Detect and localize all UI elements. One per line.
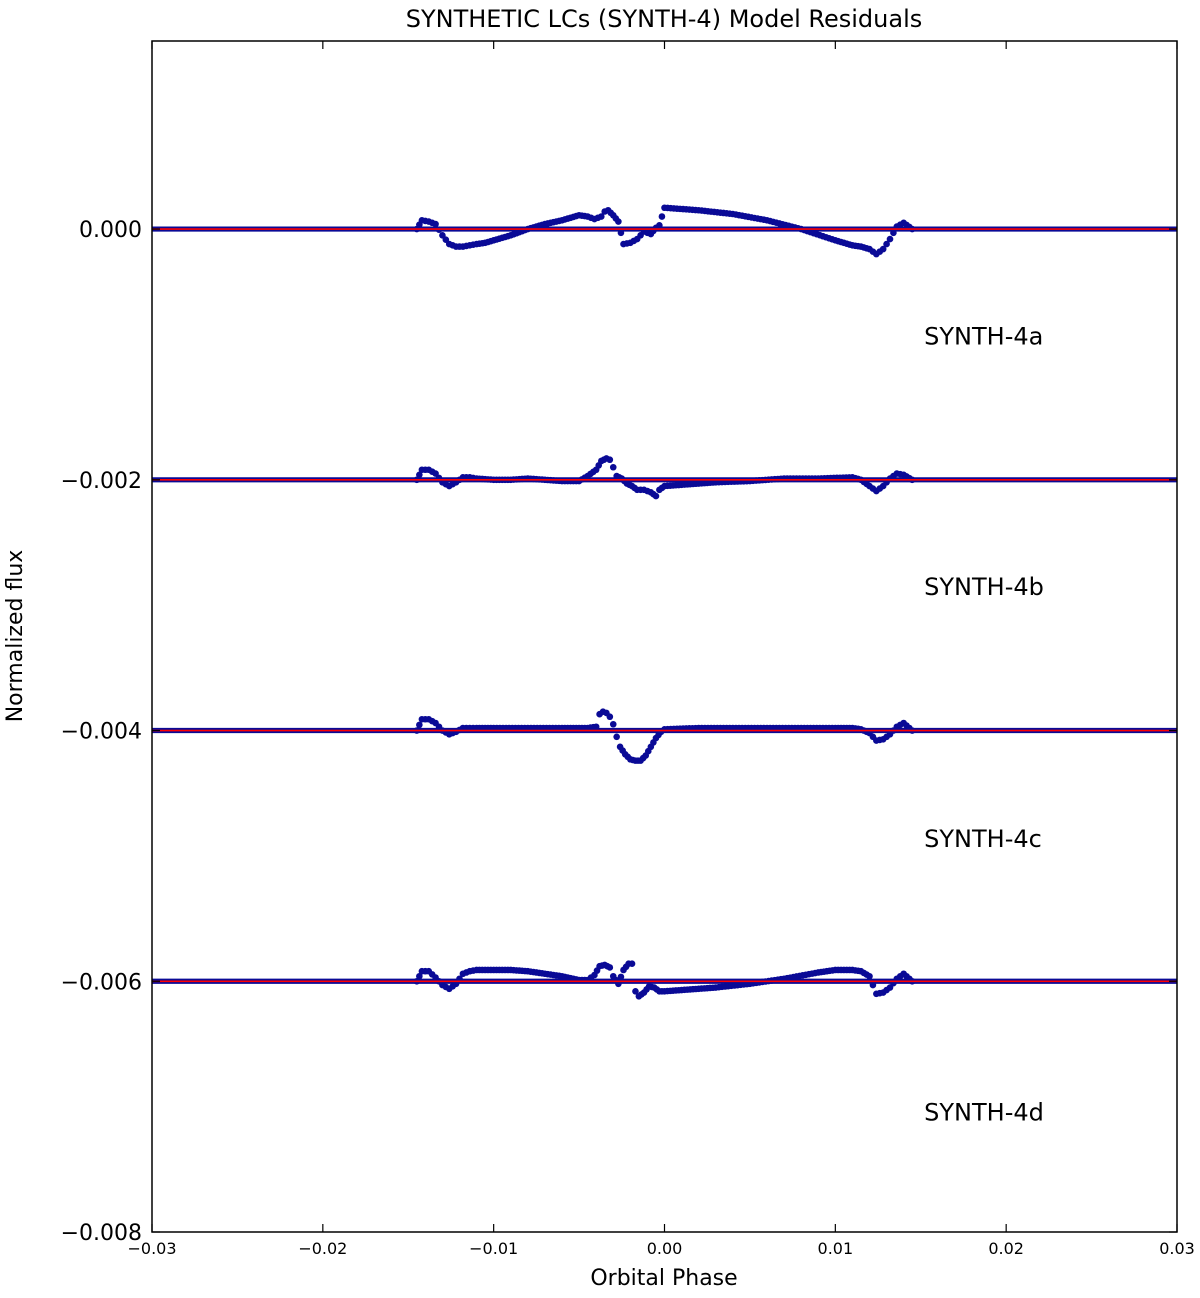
data-point <box>617 973 625 981</box>
data-point <box>606 456 614 464</box>
data-point <box>416 471 423 479</box>
data-point <box>416 972 423 980</box>
data-point <box>890 229 897 237</box>
chart-title: SYNTHETIC LCs (SYNTH-4) Model Residuals <box>406 5 923 33</box>
data-point <box>606 713 614 721</box>
data-point <box>432 220 439 228</box>
data-point <box>883 240 890 248</box>
x-tick-label: −0.03 <box>127 1239 176 1258</box>
x-tick-label: −0.02 <box>298 1239 347 1258</box>
data-point <box>656 221 663 229</box>
data-point <box>869 981 877 989</box>
data-point <box>609 720 617 728</box>
data-point <box>452 980 460 988</box>
x-tick-label: 0.00 <box>647 1239 683 1258</box>
data-point <box>615 980 622 988</box>
series-annotation: SYNTH-4b <box>924 573 1044 601</box>
data-point <box>652 492 660 500</box>
data-point <box>617 229 625 237</box>
data-point <box>592 723 600 731</box>
series-annotation: SYNTH-4a <box>924 322 1043 350</box>
series-annotation: SYNTH-4d <box>924 1098 1044 1126</box>
data-point <box>866 972 873 980</box>
data-point <box>879 245 887 253</box>
data-point <box>606 964 614 971</box>
y-tick-label: −0.006 <box>61 970 142 995</box>
data-point <box>597 213 605 220</box>
x-tick-label: 0.01 <box>818 1239 854 1258</box>
data-point <box>628 960 636 968</box>
plot-frame <box>151 40 1178 1233</box>
series-synth-4c <box>413 708 916 764</box>
y-tick-label: −0.002 <box>61 469 142 494</box>
y-tick-label: 0.000 <box>79 218 142 243</box>
data-point <box>609 463 617 471</box>
data-point <box>632 987 639 995</box>
series-synth-4d <box>413 960 916 1000</box>
x-tick-label: 0.02 <box>988 1239 1024 1258</box>
x-axis-label: Orbital Phase <box>590 1266 737 1291</box>
data-point <box>416 721 423 729</box>
data-point <box>456 975 463 983</box>
y-tick-label: −0.004 <box>61 720 142 745</box>
x-tick-label: 0.03 <box>1159 1239 1195 1258</box>
y-axis-label: Normalized flux <box>3 550 28 723</box>
data-point <box>615 218 622 225</box>
data-point <box>886 235 894 243</box>
y-tick-label: −0.008 <box>61 1221 142 1246</box>
data-point <box>658 213 666 220</box>
series-annotation: SYNTH-4c <box>924 825 1042 853</box>
data-point <box>613 733 620 741</box>
x-tick-label: −0.01 <box>469 1239 518 1258</box>
